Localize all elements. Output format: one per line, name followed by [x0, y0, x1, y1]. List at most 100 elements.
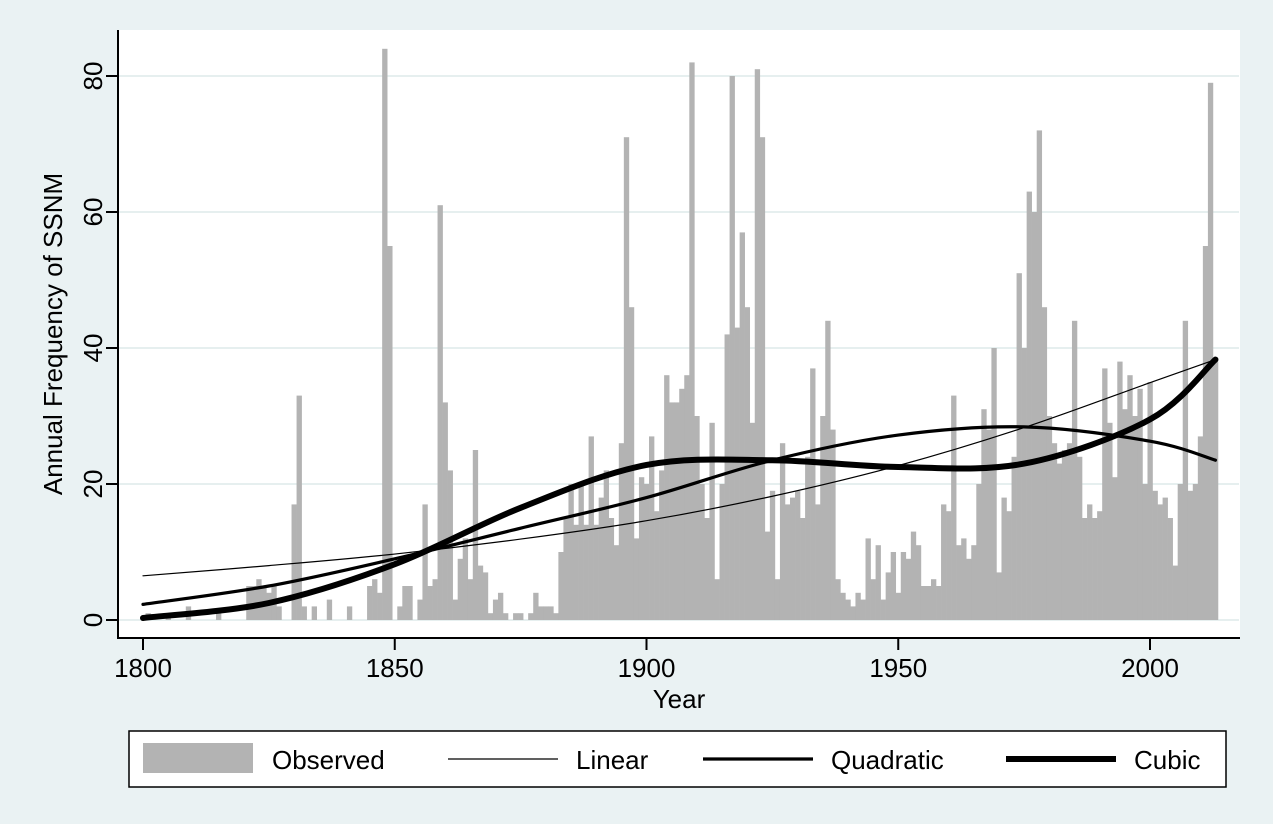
- bar: [1036, 130, 1043, 620]
- bar: [638, 477, 645, 620]
- bar: [1187, 490, 1194, 620]
- bar: [1122, 409, 1128, 620]
- bar: [538, 606, 544, 620]
- axes: 0 20 40 60 80 1800 1850 1900 1950 2000: [78, 30, 1240, 683]
- bar: [1172, 565, 1178, 620]
- bar: [492, 599, 499, 620]
- bar: [432, 579, 438, 620]
- y-axis-title: Annual Frequency of SSNM: [38, 173, 68, 495]
- bar: [714, 579, 720, 620]
- y-tick-label: 80: [78, 62, 108, 91]
- bar: [578, 484, 584, 620]
- bar: [301, 606, 307, 620]
- bar: [669, 402, 675, 620]
- bar: [558, 552, 564, 620]
- bar: [779, 443, 786, 620]
- bar: [452, 599, 458, 620]
- bar: [482, 572, 489, 620]
- bar: [457, 558, 464, 620]
- bar: [467, 579, 474, 620]
- bar: [346, 606, 353, 620]
- bar: [1177, 484, 1184, 620]
- bar: [840, 592, 846, 620]
- bar: [608, 518, 615, 620]
- bar: [961, 538, 967, 620]
- bar: [1112, 477, 1118, 620]
- bar: [503, 613, 509, 620]
- bar: [795, 490, 801, 620]
- bar: [573, 524, 579, 620]
- bar: [684, 375, 690, 620]
- legend-label-linear: Linear: [576, 745, 649, 775]
- bar: [659, 470, 665, 620]
- bar: [402, 586, 408, 620]
- bar: [724, 334, 730, 620]
- bar: [387, 246, 393, 620]
- x-tick-label: 2000: [1121, 653, 1179, 683]
- bar: [664, 375, 670, 620]
- bar: [649, 436, 655, 620]
- bar: [603, 470, 610, 620]
- bar: [588, 436, 594, 620]
- bar: [462, 538, 469, 620]
- bar: [1046, 416, 1053, 620]
- bar: [790, 497, 796, 620]
- bar: [784, 504, 791, 620]
- bar: [563, 518, 569, 620]
- bar: [583, 524, 589, 620]
- bar: [1011, 456, 1017, 620]
- bar: [497, 592, 504, 620]
- bar: [1107, 422, 1113, 620]
- bar: [956, 545, 962, 620]
- bar: [1152, 490, 1158, 620]
- bar: [1127, 375, 1133, 620]
- bar: [679, 388, 685, 620]
- bar: [618, 443, 625, 620]
- bar: [1071, 320, 1078, 620]
- bar: [845, 599, 851, 620]
- bar: [850, 606, 856, 620]
- bar: [1041, 307, 1048, 620]
- bar: [266, 592, 272, 620]
- fit-lines: [140, 356, 1219, 621]
- bar: [643, 484, 650, 620]
- bar: [946, 511, 952, 620]
- bar: [1016, 273, 1022, 620]
- bar: [910, 531, 917, 620]
- bar: [1142, 484, 1148, 620]
- bar: [1147, 382, 1153, 620]
- series-line-quadratic: [141, 425, 1218, 606]
- bar: [835, 579, 841, 620]
- bar: [628, 307, 635, 620]
- bar: [276, 606, 282, 620]
- bar: [1192, 484, 1199, 620]
- bar: [920, 586, 927, 620]
- bar: [1092, 518, 1098, 620]
- bar: [1097, 511, 1103, 620]
- bar: [528, 613, 534, 620]
- bar: [885, 572, 891, 620]
- bar: [825, 320, 831, 620]
- bar: [800, 518, 806, 620]
- bar: [1167, 518, 1173, 620]
- bar: [915, 545, 922, 620]
- bar: [372, 579, 378, 620]
- bar: [1102, 368, 1108, 620]
- bar: [1087, 504, 1093, 620]
- bar: [291, 504, 297, 620]
- legend-label-cubic: Cubic: [1134, 745, 1200, 775]
- bar: [256, 579, 262, 620]
- bar: [865, 538, 871, 620]
- bar: [991, 348, 997, 620]
- bar: [548, 606, 554, 620]
- bar: [951, 395, 957, 620]
- bar: [764, 531, 771, 620]
- bar: [1082, 518, 1088, 620]
- bar: [422, 504, 428, 620]
- y-tick-label: 40: [78, 334, 108, 363]
- bar: [487, 613, 494, 620]
- bar: [719, 484, 725, 620]
- bar: [518, 613, 524, 620]
- bar: [1197, 436, 1204, 620]
- bar: [981, 409, 987, 620]
